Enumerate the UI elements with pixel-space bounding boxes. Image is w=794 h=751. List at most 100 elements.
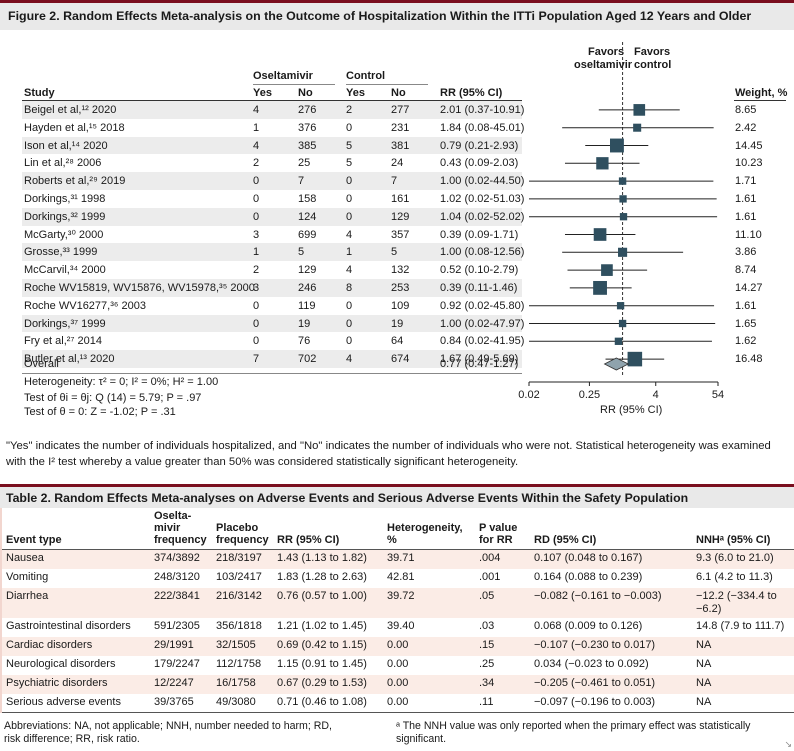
osel-no-cell: 385 (298, 139, 317, 152)
table-row: Psychiatric disorders 12/2247 16/1758 0.67 … (2, 674, 794, 694)
th-p-value: P value for RR (475, 508, 530, 550)
event-type-cell: Nausea (2, 549, 150, 569)
ctrl-no-cell: 109 (391, 299, 410, 312)
row-stripe (22, 243, 522, 262)
event-type-cell: Psychiatric disorders (2, 674, 150, 694)
event-type-cell: Cardiac disorders (2, 636, 150, 656)
th-rd: RD (95% CI) (530, 508, 692, 550)
placebo-frequency-cell: 32/1505 (212, 636, 273, 656)
weight-cell: 1.71 (735, 175, 757, 188)
placebo-frequency-cell: 218/3197 (212, 549, 273, 569)
rr-ci-cell: 0.39 (0.11-1.46) (440, 282, 518, 294)
table-row: Serious adverse events 39/3765 49/3080 0.71… (2, 693, 794, 713)
study-name: Beigel et al,¹² 2020 (24, 104, 117, 116)
ctrl-yes-cell: 0 (346, 175, 353, 188)
ctrl-yes-cell: 5 (346, 139, 353, 152)
heterogeneity-cell: 42.81 (387, 570, 415, 583)
rr-cell: 0.76 (0.57 to 1.00) (273, 587, 383, 618)
weight-cell: 1.61 (735, 210, 757, 223)
osel-yes-cell: 1 (253, 246, 260, 259)
rr-ci-cell: 1.02 (0.02-51.03) (440, 193, 525, 205)
ctrl-no-cell: 357 (391, 228, 410, 241)
nnh-cell: 14.8 (7.9 to 111.7) (696, 619, 785, 632)
point-estimate-square (618, 177, 627, 185)
header-rule-left (22, 100, 522, 101)
row-stripe (22, 279, 522, 297)
table-header-row: Event type Oselta- mivir frequency Place… (2, 508, 794, 550)
group-control: Control (346, 70, 386, 82)
osel-no-cell: 702 (298, 353, 317, 366)
placebo-frequency-cell: 112/1758 (216, 657, 262, 670)
p-value-cell: .004 (475, 549, 530, 569)
col-header-study: Study (24, 87, 55, 99)
study-name: Butler et al,¹³ 2020 (24, 353, 115, 366)
weight-cell: 14.45 (735, 139, 763, 152)
point-estimate-square (609, 138, 624, 153)
weight-cell: 2.42 (735, 121, 757, 134)
nnh-cell: NA (692, 674, 794, 694)
th-oseltamivir-frequency: Oselta- mivir frequency (150, 508, 212, 550)
osel-yes-cell: 2 (253, 157, 260, 170)
point-estimate-square (633, 104, 646, 116)
weight-cell: 14.27 (735, 282, 763, 294)
favors-right-line1: Favors (634, 46, 671, 58)
p-value-cell: .34 (475, 674, 530, 694)
ctrl-yes-cell: 2 (346, 104, 353, 116)
favors-left-line1: Favors (588, 46, 625, 58)
row-stripe (22, 207, 522, 226)
col-header-ctrl-yes: Yes (346, 87, 365, 99)
point-estimate-square (619, 195, 627, 203)
p-value-cell: .25 (479, 657, 495, 670)
point-estimate-square (616, 302, 625, 310)
ctrl-no-cell: 161 (391, 193, 410, 205)
osel-yes-cell: 1 (253, 121, 260, 134)
nnh-cell: NA (692, 636, 794, 656)
weight-cell: 1.61 (735, 193, 757, 205)
row-stripe (22, 101, 522, 119)
nnh-cell: NA (692, 693, 794, 713)
col-header-ctrl-no: No (391, 87, 406, 99)
x-tick-label: 54 (712, 389, 724, 401)
footnote-abbreviations: Abbreviations: NA, not applicable; NNH, … (4, 720, 332, 745)
row-stripe (22, 314, 522, 333)
ctrl-no-cell: 674 (391, 353, 410, 366)
ctrl-no-cell: 231 (391, 121, 410, 134)
th-rr: RR (95% CI) (273, 508, 383, 550)
rr-ci-cell: 0.92 (0.02-45.80) (440, 299, 525, 312)
rr-cell: 1.15 (0.91 to 1.45) (277, 657, 367, 670)
ctrl-no-cell: 277 (391, 104, 410, 116)
table-row: Diarrhea 222/3841 216/3142 0.76 (0.57 to 1.… (2, 587, 794, 618)
study-name: Roche WV15819, WV15876, WV15978,³⁵ 2000 (24, 282, 255, 294)
figure-note: "Yes" indicates the number of individual… (6, 440, 771, 468)
study-name: Roche WV16277,³⁶ 2003 (24, 299, 146, 312)
test-theta-0: Test of θ = 0: Z = -1.02; P = .31 (24, 406, 176, 418)
rr-ci-cell: 0.84 (0.02-41.95) (440, 335, 525, 348)
col-header-weight: Weight, % (735, 87, 788, 99)
rr-cell: 0.71 (0.46 to 1.08) (273, 693, 383, 713)
ctrl-no-cell: 24 (391, 157, 404, 170)
row-stripe (22, 172, 522, 190)
th-placebo-frequency: Placebo frequency (212, 508, 273, 550)
table-row: Vomiting 248/3120 103/2417 1.83 (1.28 to 2.… (2, 569, 794, 588)
overall-rr-text: 0.77 (0.47-1.27) (440, 358, 519, 370)
osel-yes-cell: 4 (253, 139, 260, 152)
point-estimate-square (633, 123, 642, 132)
heterogeneity-text: Heterogeneity: τ² = 0; I² = 0%; H² = 1.0… (24, 376, 219, 388)
table-row: Nausea 374/3892 218/3197 1.43 (1.13 to 1.82… (2, 549, 794, 569)
ctrl-no-cell: 129 (391, 210, 410, 223)
osel-no-cell: 129 (298, 264, 317, 277)
study-name: Dorkings,³¹ 1998 (24, 193, 106, 205)
rr-cell: 1.83 (1.28 to 2.63) (277, 570, 367, 583)
row-stripe (22, 350, 522, 368)
oseltamivir-frequency-cell: 179/2247 (154, 657, 200, 670)
placebo-frequency-cell: 103/2417 (216, 570, 262, 583)
weight-cell: 3.86 (735, 246, 757, 259)
oseltamivir-frequency-cell: 39/3765 (150, 693, 212, 713)
ctrl-yes-cell: 0 (346, 335, 353, 348)
rd-cell: 0.164 (0.088 to 0.239) (534, 570, 643, 583)
group-rule-oseltamivir (253, 84, 335, 85)
rd-cell: 0.068 (0.009 to 0.126) (534, 619, 643, 632)
ctrl-no-cell: 7 (391, 175, 398, 188)
rr-ci-cell: 1.67 (0.49-5.69) (440, 353, 519, 366)
nnh-cell: 6.1 (4.2 to 11.3) (696, 570, 773, 583)
